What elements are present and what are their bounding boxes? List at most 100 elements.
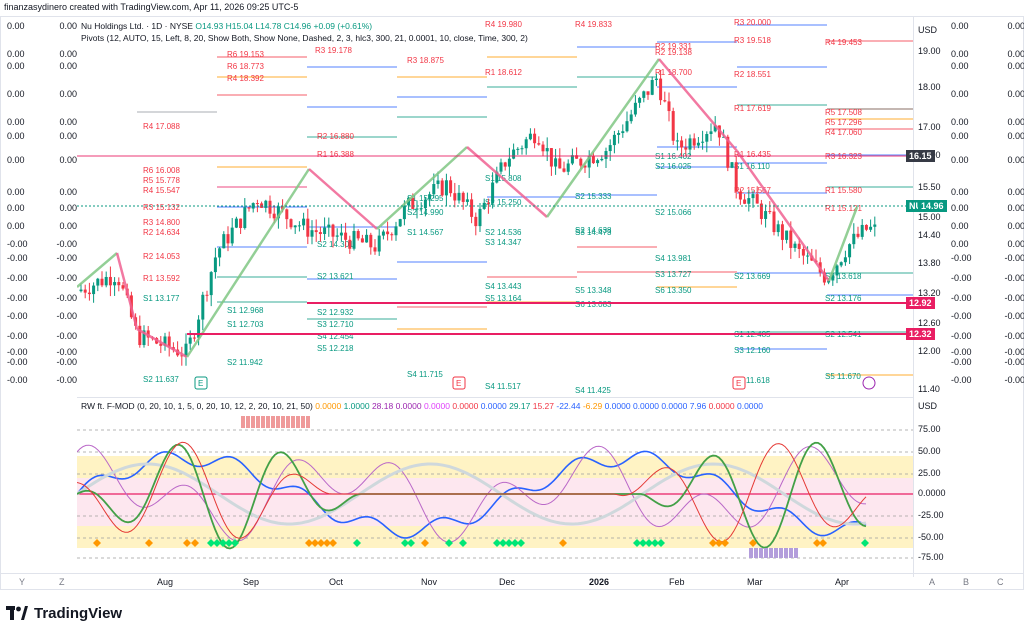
right-value-a: -0.00	[951, 357, 972, 367]
osc-oversold-bar	[764, 548, 768, 558]
price-pane[interactable]: R4 19.980 R4 19.833 R3 20.000 R3 19.518 R4 1…	[77, 17, 913, 393]
time-axis[interactable]: Y Z A B C Aug Sep Oct Nov Dec 2026 Feb Mar Apr	[1, 573, 1024, 589]
time-tick-Apr: Apr	[835, 577, 850, 587]
candle-body	[848, 244, 852, 258]
right-value-row: -0.00 -0.00	[951, 311, 1024, 321]
oscillator-value: 15.27	[530, 401, 554, 411]
oscillator-pane[interactable]: RW ft. F-MOD (0, 20, 10, 1, 5, 0, 20, 10…	[77, 397, 913, 571]
left-value-a: 0.00	[7, 49, 25, 59]
osc-diamond-marker	[421, 539, 429, 547]
osc-oversold-bar	[789, 548, 793, 558]
pivot-label: R4 19.453	[825, 38, 862, 47]
osc-overbought-bar	[266, 416, 270, 428]
right-value-a: -0.00	[951, 293, 972, 303]
candle-body	[751, 194, 755, 199]
candle-body	[747, 198, 751, 204]
symbol-name[interactable]: Nu Holdings Ltd. · 1D · NYSE	[81, 21, 193, 31]
candle-body	[533, 133, 537, 144]
candle-body	[764, 211, 768, 219]
candle-body	[369, 234, 373, 248]
right-value-row: 0.00 0.00	[951, 187, 1024, 197]
candle-body	[482, 202, 486, 209]
candle-body	[486, 202, 490, 204]
earnings-glyph: E	[736, 379, 741, 388]
candle-body	[465, 199, 469, 202]
osc-lower-band	[77, 526, 913, 548]
pivot-label: S4 12.454	[317, 332, 354, 341]
candle-body	[612, 134, 616, 146]
left-value-a: 0.00	[7, 61, 25, 71]
candle-body	[843, 257, 847, 263]
right-value-row: -0.00 -0.00	[951, 293, 1024, 303]
chart-container[interactable]: 0.00 0.00 0.00 0.00 0.00 0.00 0.00 0.00 0.00 0.00…	[0, 16, 1024, 590]
time-tick-Feb: Feb	[669, 577, 685, 587]
candle-body	[579, 158, 583, 166]
corner-label-B: B	[963, 577, 970, 587]
right-value-b: 0.00	[1007, 117, 1024, 127]
price-chart-svg[interactable]: R4 19.980 R4 19.833 R3 20.000 R3 19.518 R4 1…	[77, 17, 913, 393]
left-value-row: -0.00 -0.00	[7, 347, 77, 357]
symbol-legend[interactable]: Nu Holdings Ltd. · 1D · NYSE O14.93 H15.…	[81, 21, 372, 31]
left-value-row: -0.00 -0.00	[7, 331, 77, 341]
oscillator-value: 0.0000	[706, 401, 735, 411]
osc-diamond-marker	[633, 539, 641, 547]
zigzag-segment	[77, 252, 118, 288]
osc-diamond-marker	[445, 539, 453, 547]
candle-body	[356, 231, 360, 239]
candle-body	[785, 230, 789, 240]
osc-diamond-marker	[861, 539, 869, 547]
pivot-label: R4 17.060	[825, 128, 862, 137]
right-value-b: -0.00	[1004, 273, 1024, 283]
right-value-b: 0.00	[1007, 61, 1024, 71]
pivot-label: R2 15.567	[734, 186, 771, 195]
candle-body	[83, 289, 87, 293]
left-value-row: 0.00 0.00	[7, 49, 77, 59]
left-value-row: -0.00 -0.00	[7, 273, 77, 283]
candle-body	[835, 265, 839, 276]
pivot-label: R4 17.088	[143, 122, 180, 131]
pivot-label: R2 16.880	[317, 132, 354, 141]
tradingview-footer: TradingView	[6, 600, 122, 626]
candle-body	[600, 158, 604, 161]
candle-body	[218, 248, 222, 258]
oscillator-value: -6.29	[580, 401, 603, 411]
corner-label-A: A	[929, 577, 936, 587]
left-value-a: -0.00	[7, 357, 28, 367]
oscillator-legend[interactable]: RW ft. F-MOD (0, 20, 10, 1, 5, 0, 20, 10…	[81, 401, 763, 411]
candle-body	[197, 319, 201, 338]
candle-body	[831, 275, 835, 281]
currency-label[interactable]: USD	[918, 25, 938, 35]
candle-body	[688, 138, 692, 150]
right-value-b: 0.00	[1007, 187, 1024, 197]
candle-body	[272, 213, 276, 219]
osc-overbought-bar	[261, 416, 265, 428]
price-axis[interactable]: USD USD 19.0018.0017.0016.0015.5015.0014…	[906, 17, 947, 577]
osc-diamond-marker	[559, 539, 567, 547]
osc-diamond-marker	[499, 539, 507, 547]
osc-diamond-marker	[191, 539, 199, 547]
osc-diamond-marker	[819, 539, 827, 547]
right-value-a: 0.00	[951, 21, 969, 31]
right-value-row: 0.00 0.00	[951, 49, 1024, 59]
osc-currency-label[interactable]: USD	[918, 401, 938, 411]
right-value-a: -0.00	[951, 347, 972, 357]
pivot-label: S2 14.638	[575, 226, 612, 235]
candle-body	[478, 208, 482, 227]
oscillator-chart-svg[interactable]	[77, 398, 913, 571]
osc-diamond-marker	[183, 539, 191, 547]
candle-body	[562, 168, 566, 172]
left-value-row: -0.00 -0.00	[7, 239, 77, 249]
candle-body	[423, 199, 427, 209]
candle-body	[264, 200, 268, 208]
osc-diamond-marker	[219, 539, 227, 547]
osc-oversold-bar	[749, 548, 753, 558]
candle-body	[659, 78, 663, 101]
right-value-a: 0.00	[951, 239, 969, 249]
left-value-b: 0.00	[59, 221, 77, 231]
candle-body	[680, 140, 684, 148]
pivot-label: R5 17.296	[825, 118, 862, 127]
pivots-legend[interactable]: Pivots (12, AUTO, 15, Left, 8, 20, Show …	[81, 33, 528, 43]
pivot-label: R3 19.178	[315, 46, 352, 55]
oscillator-value: 7.96	[687, 401, 707, 411]
candle-body	[743, 199, 747, 204]
